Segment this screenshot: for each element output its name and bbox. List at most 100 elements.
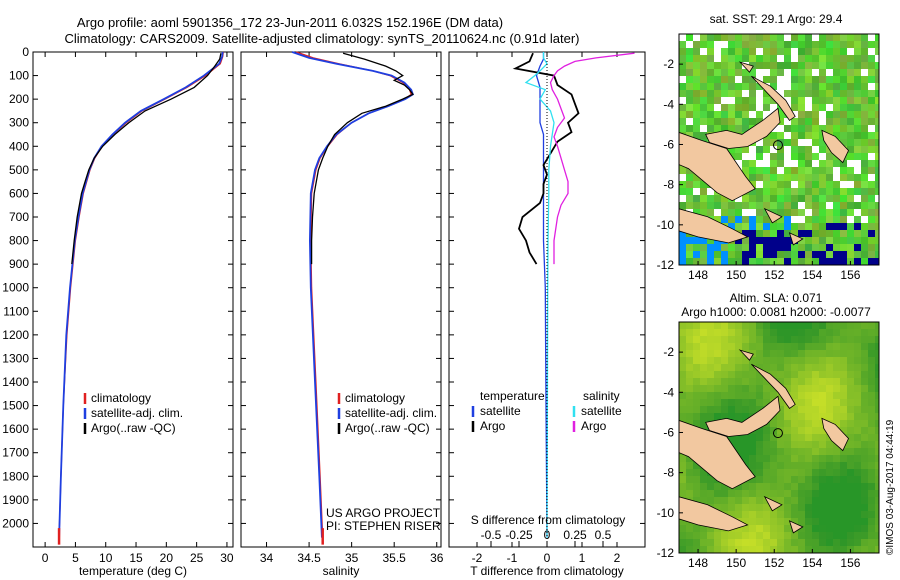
data-cell [861,76,868,83]
data-cell [875,420,879,427]
data-cell [819,441,826,448]
data-cell [770,69,777,76]
data-cell [742,69,749,76]
data-cell [840,406,847,413]
data-cell [854,160,861,167]
data-cell [707,244,714,251]
data-cell [749,244,756,251]
series-line-temperature-argo [512,52,580,265]
data-cell [700,525,707,532]
data-cell [840,448,847,455]
data-cell [756,97,763,104]
data-cell [763,195,770,202]
data-cell [686,525,693,532]
data-cell [798,518,805,525]
data-cell [868,76,875,83]
data-cell [840,483,847,490]
data-cell [826,329,833,336]
data-cell [833,511,840,518]
legend-label: Argo(..raw -QC) [91,421,176,435]
data-cell [749,385,756,392]
data-cell [693,406,700,413]
data-cell [784,202,791,209]
data-cell [728,111,735,118]
data-cell [686,364,693,371]
land-mass [679,131,756,202]
annotation-line: US ARGO PROJECT [326,506,441,520]
data-cell [686,181,693,188]
data-cell [693,378,700,385]
data-cell [798,427,805,434]
data-cell [728,546,735,553]
data-cell [791,251,798,258]
data-cell [749,195,756,202]
data-cell [868,132,875,139]
data-cell [840,476,847,483]
data-cell [812,546,819,553]
data-cell [854,322,861,329]
data-cell [693,532,700,539]
data-cell [826,350,833,357]
data-cell [756,34,763,41]
data-cell [784,146,791,153]
data-cell [763,230,770,237]
x-tick-label: 36 [430,551,444,565]
data-cell [791,343,798,350]
data-cell [777,343,784,350]
data-cell [805,223,812,230]
data-cell [742,413,749,420]
data-cell [721,69,728,76]
data-cell [700,364,707,371]
data-cell [826,125,833,132]
data-cell [847,160,854,167]
data-cell [679,546,686,553]
data-cell [686,237,693,244]
data-cell [875,539,879,546]
data-cell [735,244,742,251]
data-cell [798,34,805,41]
data-cell [770,34,777,41]
data-cell [875,336,879,343]
data-cell [714,62,721,69]
data-cell [742,118,749,125]
data-cell [721,336,728,343]
data-cell [854,188,861,195]
data-cell [812,76,819,83]
data-cell [777,48,784,55]
data-cell [819,357,826,364]
data-cell [826,251,833,258]
data-cell [805,434,812,441]
data-cell [777,181,784,188]
data-cell [700,62,707,69]
data-cell [686,350,693,357]
data-cell [847,511,854,518]
data-cell [868,202,875,209]
data-cell [861,48,868,55]
data-cell [686,97,693,104]
data-cell [798,476,805,483]
data-cell [833,371,840,378]
data-cell [861,223,868,230]
data-cell [721,48,728,55]
data-cell [840,258,847,265]
data-cell [805,97,812,104]
data-cell [784,195,791,202]
data-cell [686,244,693,251]
data-cell [707,118,714,125]
data-cell [833,462,840,469]
data-cell [679,111,686,118]
data-cell [854,41,861,48]
data-cell [847,188,854,195]
data-cell [777,251,784,258]
data-cell [854,237,861,244]
data-cell [742,497,749,504]
data-cell [805,504,812,511]
data-cell [763,251,770,258]
land-mass [751,363,796,409]
data-cell [749,237,756,244]
data-cell [791,329,798,336]
data-cell [693,181,700,188]
data-cell [819,455,826,462]
data-cell [854,181,861,188]
data-cell [826,504,833,511]
